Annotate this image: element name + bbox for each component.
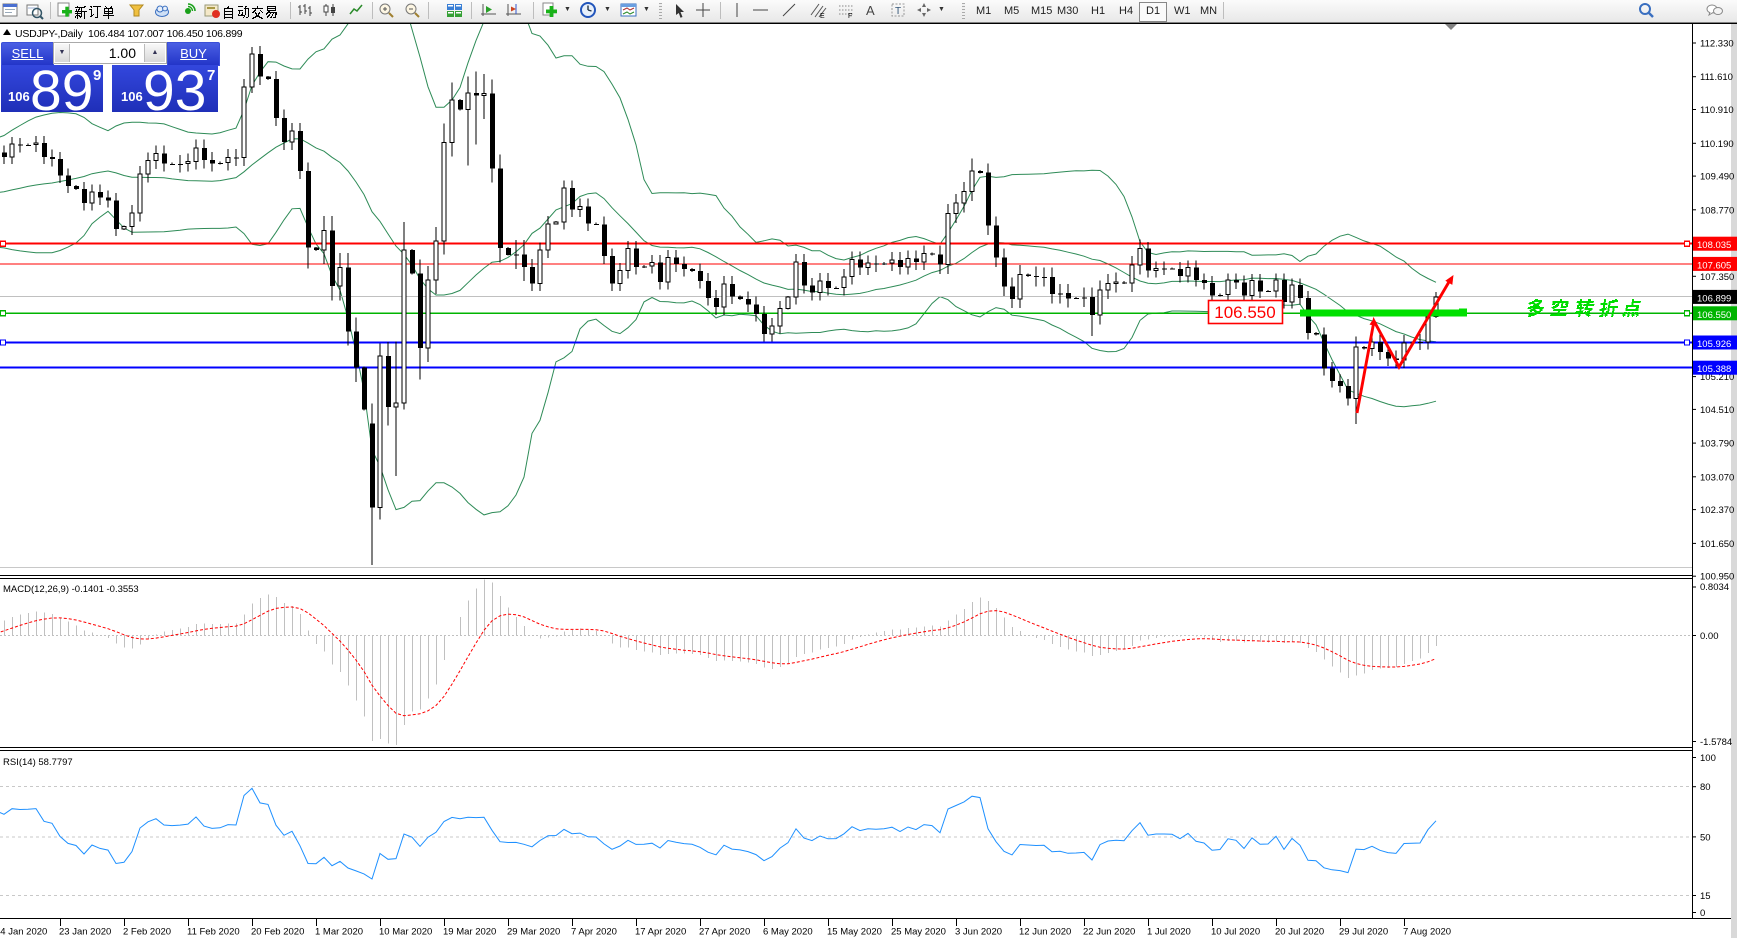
svg-text:100.950: 100.950	[1700, 572, 1734, 583]
svg-text:E: E	[820, 13, 825, 20]
svg-text:50: 50	[1700, 832, 1711, 843]
svg-text:7 Aug 2020: 7 Aug 2020	[1403, 927, 1451, 938]
svg-text:19 Mar 2020: 19 Mar 2020	[443, 927, 496, 938]
svg-text:10 Jul 2020: 10 Jul 2020	[1211, 927, 1260, 938]
svg-text:107.350: 107.350	[1700, 272, 1734, 283]
svg-text:103.790: 103.790	[1700, 439, 1734, 450]
svg-text:102.370: 102.370	[1700, 505, 1734, 516]
svg-text:106.550: 106.550	[1214, 303, 1275, 322]
svg-text:MACD(12,26,9) -0.1401 -0.3553: MACD(12,26,9) -0.1401 -0.3553	[3, 584, 139, 595]
svg-text:RSI(14) 58.7797: RSI(14) 58.7797	[3, 757, 73, 768]
svg-text:0.8034: 0.8034	[1700, 582, 1729, 593]
svg-text:1 Mar 2020: 1 Mar 2020	[315, 927, 363, 938]
svg-text:106.899: 106.899	[1697, 293, 1731, 304]
svg-text:108.035: 108.035	[1697, 240, 1731, 251]
svg-text:108.770: 108.770	[1700, 205, 1734, 216]
svg-text:20 Feb 2020: 20 Feb 2020	[251, 927, 304, 938]
svg-text:11 Feb 2020: 11 Feb 2020	[187, 927, 240, 938]
svg-text:27 Apr 2020: 27 Apr 2020	[699, 927, 750, 938]
svg-text:-1.5784: -1.5784	[1700, 737, 1732, 748]
svg-text:0.00: 0.00	[1700, 631, 1719, 642]
svg-text:7 Apr 2020: 7 Apr 2020	[571, 927, 617, 938]
svg-text:USDJPY-,Daily 106.484 107.007: USDJPY-,Daily 106.484 107.007 106.450 10…	[15, 28, 243, 40]
svg-text:110.910: 110.910	[1700, 105, 1734, 116]
svg-text:107.605: 107.605	[1697, 260, 1731, 271]
svg-text:112.330: 112.330	[1700, 39, 1734, 50]
svg-text:20 Jul 2020: 20 Jul 2020	[1275, 927, 1324, 938]
svg-text:15: 15	[1700, 891, 1711, 902]
svg-text:109.490: 109.490	[1700, 172, 1734, 183]
svg-text:105.926: 105.926	[1697, 339, 1731, 350]
svg-text:22 Jun 2020: 22 Jun 2020	[1083, 927, 1135, 938]
svg-text:106.550: 106.550	[1697, 310, 1731, 321]
svg-text:1 Jul 2020: 1 Jul 2020	[1147, 927, 1191, 938]
svg-text:103.070: 103.070	[1700, 472, 1734, 483]
svg-text:14 Jan 2020: 14 Jan 2020	[0, 927, 47, 938]
svg-text:29 Mar 2020: 29 Mar 2020	[507, 927, 560, 938]
svg-text:17 Apr 2020: 17 Apr 2020	[635, 927, 686, 938]
svg-text:110.190: 110.190	[1700, 139, 1734, 150]
svg-text:80: 80	[1700, 782, 1711, 793]
svg-text:105.210: 105.210	[1700, 372, 1734, 383]
svg-text:12 Jun 2020: 12 Jun 2020	[1019, 927, 1071, 938]
svg-text:15 May 2020: 15 May 2020	[827, 927, 882, 938]
svg-text:0: 0	[1700, 908, 1705, 919]
svg-text:25 May 2020: 25 May 2020	[891, 927, 946, 938]
svg-text:3 Jun 2020: 3 Jun 2020	[955, 927, 1002, 938]
svg-text:29 Jul 2020: 29 Jul 2020	[1339, 927, 1388, 938]
svg-text:101.650: 101.650	[1700, 539, 1734, 550]
svg-text:F: F	[848, 13, 852, 20]
svg-text:T: T	[895, 6, 901, 17]
svg-text:2 Feb 2020: 2 Feb 2020	[123, 927, 171, 938]
svg-text:10 Mar 2020: 10 Mar 2020	[379, 927, 432, 938]
svg-text:104.510: 104.510	[1700, 405, 1734, 416]
svg-text:100: 100	[1700, 753, 1716, 764]
svg-text:105.388: 105.388	[1697, 364, 1731, 375]
svg-text:6 May 2020: 6 May 2020	[763, 927, 813, 938]
svg-text:111.610: 111.610	[1700, 72, 1733, 83]
svg-text:23 Jan 2020: 23 Jan 2020	[59, 927, 111, 938]
